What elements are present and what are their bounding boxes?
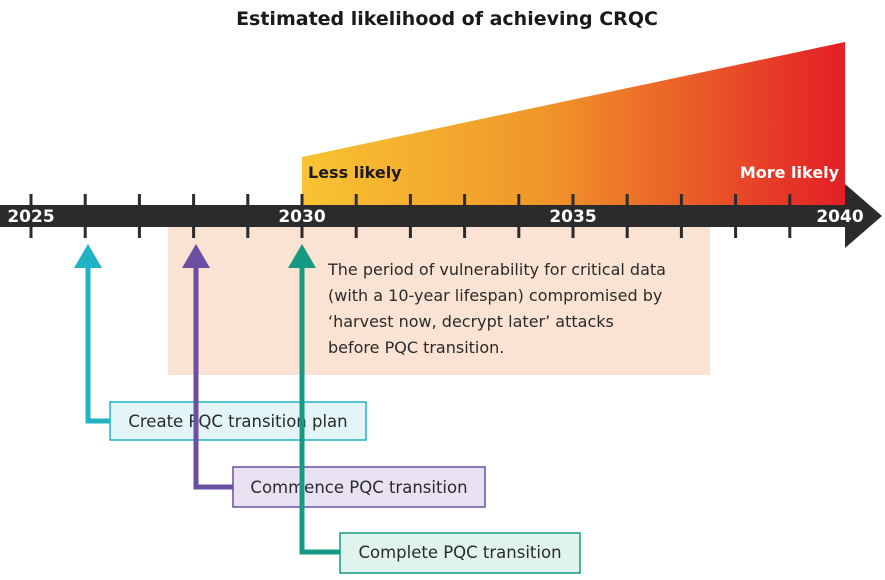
timeline-tick (734, 194, 738, 238)
vulnerability-region (168, 225, 710, 375)
timeline-tick (29, 226, 33, 238)
likelihood-gradient (302, 42, 845, 205)
timeline-tick (137, 194, 141, 238)
vulnerability-text-line-1: The period of vulnerability for critical… (327, 260, 666, 279)
create-plan-label: Create PQC transition plan (128, 412, 347, 431)
diagram-title: Estimated likelihood of achieving CRQC (236, 8, 658, 30)
less-likely-label: Less likely (308, 163, 402, 182)
complete-label: Complete PQC transition (358, 543, 561, 562)
commence-label: Commence PQC transition (250, 478, 467, 497)
timeline-tick (300, 194, 304, 206)
complete-connector (299, 262, 340, 555)
timeline-tick (571, 194, 575, 206)
timeline-tick (300, 226, 304, 238)
create-plan-box (109, 401, 367, 441)
milestone-create-plan: Create PQC transition plan (74, 244, 367, 441)
timeline-tick (246, 194, 250, 238)
year-label-2030: 2030 (278, 207, 325, 227)
timeline-tick (517, 194, 521, 238)
commence-arrowhead (182, 244, 210, 268)
timeline-tick (463, 194, 467, 238)
timeline-tick (788, 194, 792, 238)
milestone-complete: Complete PQC transition (288, 244, 581, 574)
timeline-tick (29, 194, 33, 206)
create-plan-arrowhead (74, 244, 102, 268)
timeline-tick (571, 226, 575, 238)
timeline-tick (679, 194, 683, 238)
complete-box (339, 532, 581, 574)
timeline-tick (354, 194, 358, 238)
timeline-tick (83, 194, 87, 238)
create-plan-connector (85, 262, 110, 424)
milestone-commence: Commence PQC transition (182, 244, 486, 508)
year-label-2025: 2025 (7, 207, 54, 227)
vulnerability-text-line-2: (with a 10-year lifespan) compromised by (328, 286, 662, 305)
more-likely-label: More likely (740, 163, 840, 182)
vulnerability-text-line-4: before PQC transition. (328, 338, 504, 357)
commence-connector (193, 262, 233, 490)
timeline-ticks (29, 194, 792, 238)
year-label-2040: 2040 (816, 207, 863, 227)
timeline-tick (625, 194, 629, 238)
timeline-arrow (0, 184, 882, 248)
timeline-tick (192, 194, 196, 238)
vulnerability-text-line-3: ‘harvest now, decrypt later’ attacks (328, 312, 614, 331)
timeline-tick (408, 194, 412, 238)
commence-box (232, 466, 486, 508)
complete-arrowhead (288, 244, 316, 268)
year-label-2035: 2035 (549, 207, 596, 227)
